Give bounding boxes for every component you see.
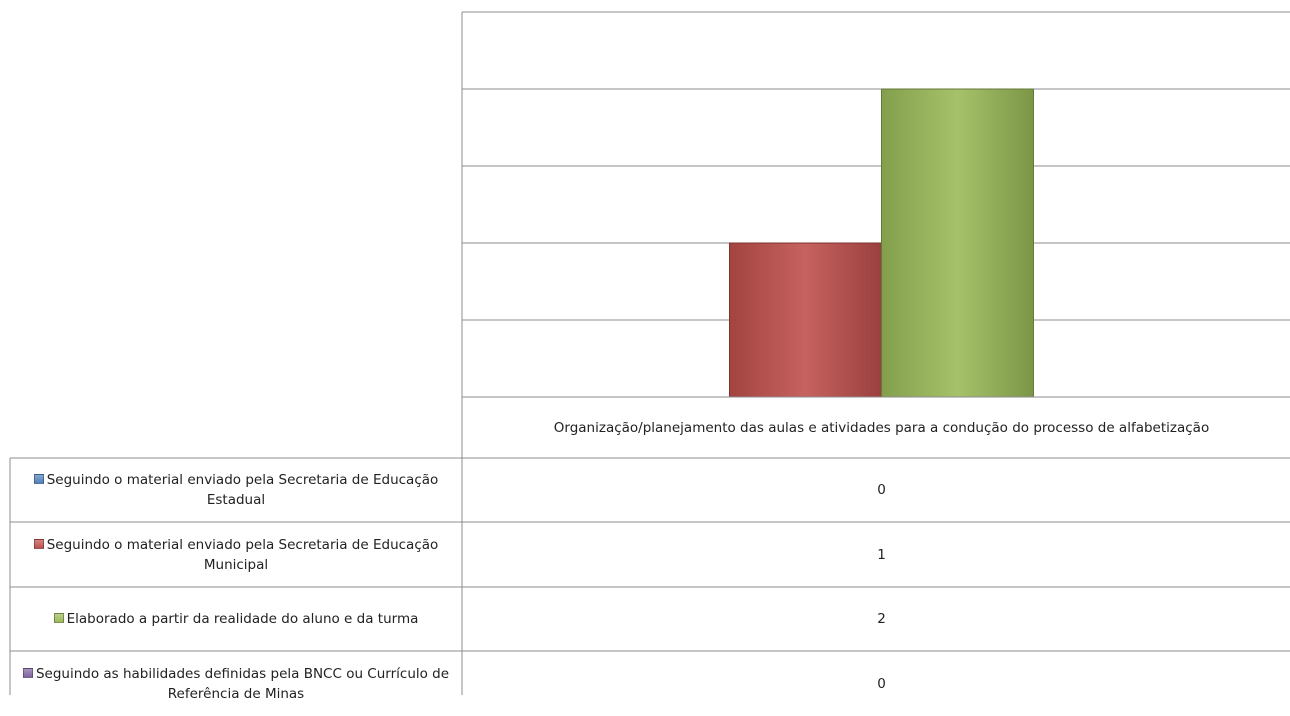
legend-label: Seguindo o material enviado pela Secreta… xyxy=(46,536,439,573)
legend-label: Seguindo as habilidades definidas pela B… xyxy=(35,665,450,702)
chart xyxy=(9,11,1290,695)
legend-label: Seguindo o material enviado pela Secreta… xyxy=(46,472,439,508)
legend-text-wrap: Seguindo as habilidades definidas pela B… xyxy=(12,664,460,704)
data-table-value: 0 xyxy=(877,482,886,498)
category-label: Organização/planejamento das aulas e ati… xyxy=(553,419,1210,436)
legend-text-wrap: Seguindo o material enviado pela Secreta… xyxy=(12,470,460,510)
legend-entry: Elaborado a partir da realidade do aluno… xyxy=(10,587,462,651)
legend-key xyxy=(53,613,64,623)
legend-entry: Seguindo as habilidades definidas pela B… xyxy=(10,651,462,716)
legend-entry: Seguindo o material enviado pela Secreta… xyxy=(10,522,462,587)
data-table-value: 1 xyxy=(877,546,886,563)
data-table-value: 0 xyxy=(877,675,886,692)
legend-text-wrap: Seguindo o material enviado pela Secreta… xyxy=(12,535,460,575)
legend-label: Elaborado a partir da realidade do aluno… xyxy=(66,611,419,627)
legend-key xyxy=(22,667,33,678)
data-table-value: 2 xyxy=(877,611,886,627)
legend-text-wrap: Elaborado a partir da realidade do aluno… xyxy=(53,609,419,629)
bar xyxy=(729,242,882,398)
legend-key xyxy=(33,474,44,484)
bar xyxy=(881,88,1034,398)
page: (() => { const data = JSON.parse(documen… xyxy=(9,11,1290,702)
legend-entry: Seguindo o material enviado pela Secreta… xyxy=(10,458,462,522)
legend-key xyxy=(33,538,44,549)
